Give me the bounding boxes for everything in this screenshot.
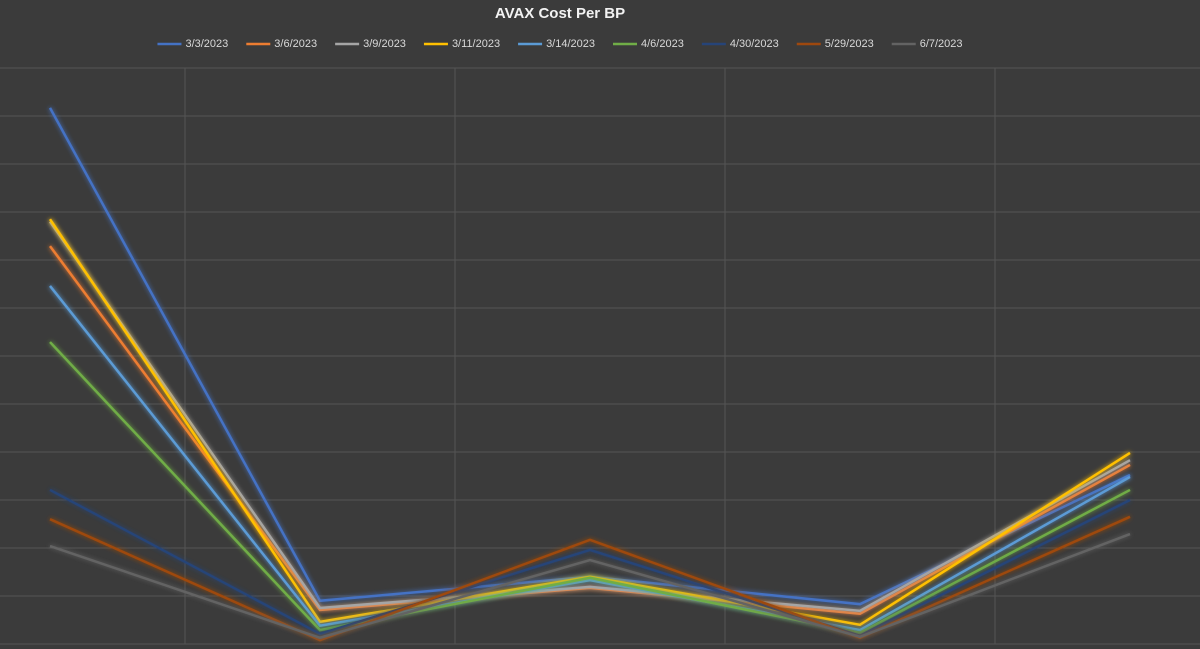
series-line	[49, 488, 1131, 638]
legend-label: 3/3/2023	[185, 38, 228, 50]
legend-label: 3/14/2023	[546, 38, 595, 50]
legend-label: 4/30/2023	[730, 38, 779, 50]
series-line	[49, 515, 1131, 642]
legend-label: 6/7/2023	[920, 38, 963, 50]
legend: 3/3/2023 3/6/2023 3/9/2023 3/11/2023 3/14/20…	[157, 38, 963, 50]
series-line	[49, 532, 1131, 640]
legend-label: 3/9/2023	[363, 38, 406, 50]
legend-label: 3/11/2023	[452, 38, 500, 50]
series-line	[48, 245, 1131, 616]
series-line	[48, 220, 1131, 613]
grid	[0, 67, 1200, 645]
series-line	[49, 285, 1131, 632]
legend-label: 3/6/2023	[274, 38, 317, 50]
chart-title: AVAX Cost Per BP	[495, 5, 625, 22]
series-line	[48, 218, 1131, 627]
legend-label: 5/29/2023	[825, 38, 874, 50]
series-line	[49, 341, 1131, 635]
plot	[48, 107, 1131, 642]
legend-label: 4/6/2023	[641, 38, 684, 50]
